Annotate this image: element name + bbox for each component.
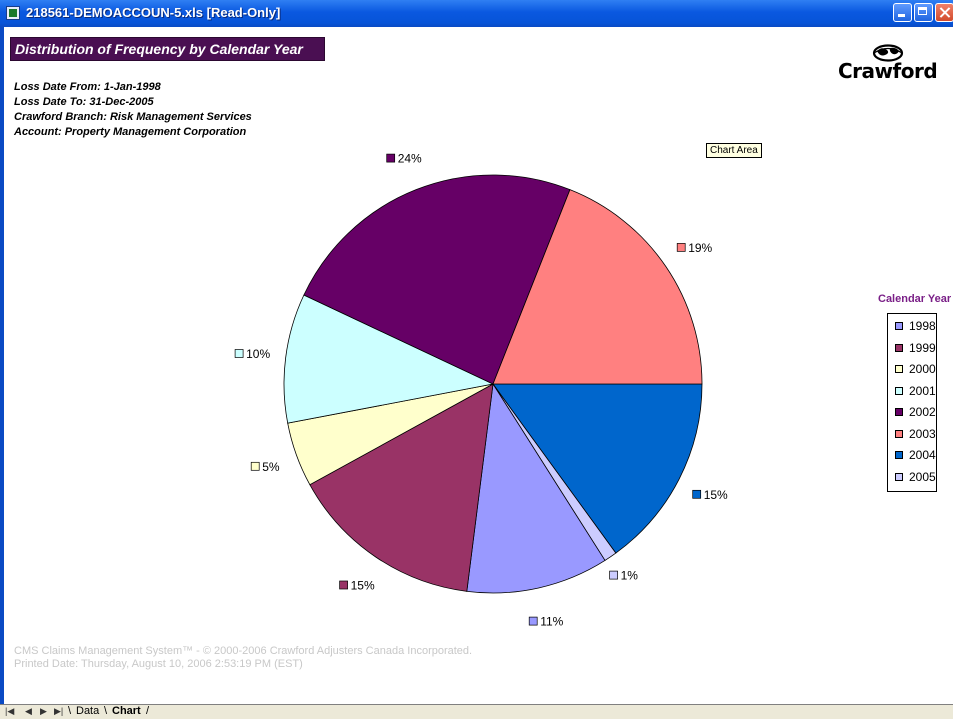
legend-label: 1998 bbox=[909, 319, 936, 333]
pie-label-1998: 11% bbox=[528, 615, 564, 629]
globe-logo-icon bbox=[872, 44, 904, 62]
pie-label-swatch bbox=[234, 349, 244, 358]
account-name: Account: Property Management Corporation bbox=[14, 126, 247, 138]
legend-item-2004[interactable]: 2004 bbox=[893, 446, 936, 468]
report-info: Loss Date From: 1-Jan-1998 Loss Date To:… bbox=[14, 80, 252, 140]
close-button[interactable] bbox=[935, 3, 953, 22]
legend-label: 2005 bbox=[909, 469, 936, 484]
pie-label-text: 11% bbox=[540, 615, 563, 629]
pie-label-text: 10% bbox=[246, 347, 270, 361]
tab-divider: \ bbox=[104, 705, 108, 717]
legend-label: 2001 bbox=[909, 383, 936, 398]
pie-label-swatch bbox=[676, 243, 686, 252]
pie-slice-2001[interactable] bbox=[283, 294, 495, 424]
logo-text: Crawford bbox=[838, 59, 938, 83]
pie-label-swatch bbox=[339, 580, 348, 590]
pie-label-2005: 1% bbox=[609, 569, 639, 583]
pie-label-2003: 19% bbox=[676, 241, 713, 255]
pie-label-swatch bbox=[250, 461, 260, 471]
legend-item-2003[interactable]: 2003 bbox=[893, 425, 936, 447]
legend-item-1999[interactable]: 1999 bbox=[893, 339, 936, 361]
report-footer: CMS Claims Management System™ - © 2000-2… bbox=[14, 645, 472, 671]
legend-item-2000[interactable]: 2000 bbox=[893, 360, 936, 382]
pie-slice-2002[interactable] bbox=[303, 174, 571, 385]
pie-label-text: 19% bbox=[688, 241, 712, 255]
pie-label-2001: 10% bbox=[234, 347, 270, 361]
legend-label: 2000 bbox=[909, 362, 936, 376]
pie-label-text: 5% bbox=[262, 460, 280, 474]
pie-label-text: 1% bbox=[621, 569, 639, 583]
pie-slice-1998[interactable] bbox=[466, 382, 606, 594]
crawford-logo: Crawford bbox=[838, 42, 938, 83]
window-left-border bbox=[0, 27, 4, 707]
pie-label-swatch bbox=[692, 489, 702, 499]
minimize-button[interactable] bbox=[893, 3, 912, 22]
pie-label-swatch bbox=[528, 616, 538, 626]
pie-label-text: 15% bbox=[351, 579, 375, 593]
pie-label-text: 15% bbox=[704, 488, 728, 502]
crawford-branch: Crawford Branch: Risk Management Service… bbox=[14, 111, 252, 123]
report-title: Distribution of Frequency by Calendar Ye… bbox=[10, 37, 325, 61]
legend-label: 2003 bbox=[909, 426, 936, 441]
legend-label: 2004 bbox=[909, 448, 936, 462]
pie-label-2000: 5% bbox=[250, 460, 280, 474]
legend-swatch bbox=[895, 343, 903, 352]
maximize-button[interactable] bbox=[914, 3, 933, 22]
pie-label-2002: 24% bbox=[386, 152, 422, 166]
first-sheet-icon[interactable]: |◀ bbox=[5, 706, 15, 716]
excel-icon bbox=[6, 6, 20, 20]
pie-label-swatch bbox=[386, 153, 396, 163]
tab-divider: / bbox=[146, 705, 150, 717]
pie-label-swatch bbox=[609, 570, 618, 580]
legend-swatch bbox=[895, 472, 903, 481]
legend-swatch bbox=[895, 365, 903, 373]
last-sheet-icon[interactable]: ▶| bbox=[54, 706, 64, 716]
prev-sheet-icon[interactable]: ◀ bbox=[25, 706, 32, 716]
chart-legend[interactable]: 1998 1999 2000 2001 2002 2003 2004 2005 bbox=[887, 313, 937, 492]
pie-label-2004: 15% bbox=[692, 488, 728, 502]
legend-label: 1999 bbox=[909, 340, 936, 355]
legend-item-2001[interactable]: 2001 bbox=[893, 382, 936, 404]
pie-slice-1999[interactable] bbox=[309, 383, 494, 592]
copyright-text: CMS Claims Management System™ - © 2000-2… bbox=[14, 645, 473, 657]
pie-slice-2004[interactable] bbox=[492, 383, 703, 554]
pie-label-1999: 15% bbox=[339, 579, 375, 593]
window-titlebar: 218561-DEMOACCOUN-5.xls [Read-Only] bbox=[0, 0, 953, 27]
legend-item-2005[interactable]: 2005 bbox=[893, 468, 936, 490]
chart-area-tooltip: Chart Area bbox=[706, 143, 762, 158]
printed-date-text: Printed Date: Thursday, August 10, 2006 … bbox=[14, 658, 303, 670]
window-title: 218561-DEMOACCOUN-5.xls [Read-Only] bbox=[26, 5, 281, 20]
legend-swatch bbox=[895, 322, 903, 330]
legend-swatch bbox=[895, 451, 903, 459]
legend-label: 2002 bbox=[909, 405, 936, 419]
legend-swatch bbox=[895, 429, 903, 438]
pie-slice-2003[interactable] bbox=[492, 189, 703, 385]
legend-swatch bbox=[895, 408, 903, 416]
tab-data[interactable]: Data bbox=[76, 705, 100, 717]
tab-divider: \ bbox=[68, 705, 72, 717]
loss-date-to: Loss Date To: 31-Dec-2005 bbox=[14, 96, 154, 108]
next-sheet-icon[interactable]: ▶ bbox=[40, 706, 47, 716]
loss-date-from: Loss Date From: 1-Jan-1998 bbox=[14, 81, 161, 93]
legend-title: Calendar Year bbox=[878, 293, 952, 305]
tab-chart[interactable]: Chart bbox=[112, 705, 141, 717]
legend-swatch bbox=[895, 386, 903, 395]
legend-item-2002[interactable]: 2002 bbox=[893, 403, 936, 425]
sheet-tab-bar: |◀ ◀ ▶ ▶| \ Data \ Chart / bbox=[0, 704, 953, 719]
pie-label-text: 24% bbox=[398, 152, 422, 166]
legend-item-1998[interactable]: 1998 bbox=[893, 317, 936, 339]
